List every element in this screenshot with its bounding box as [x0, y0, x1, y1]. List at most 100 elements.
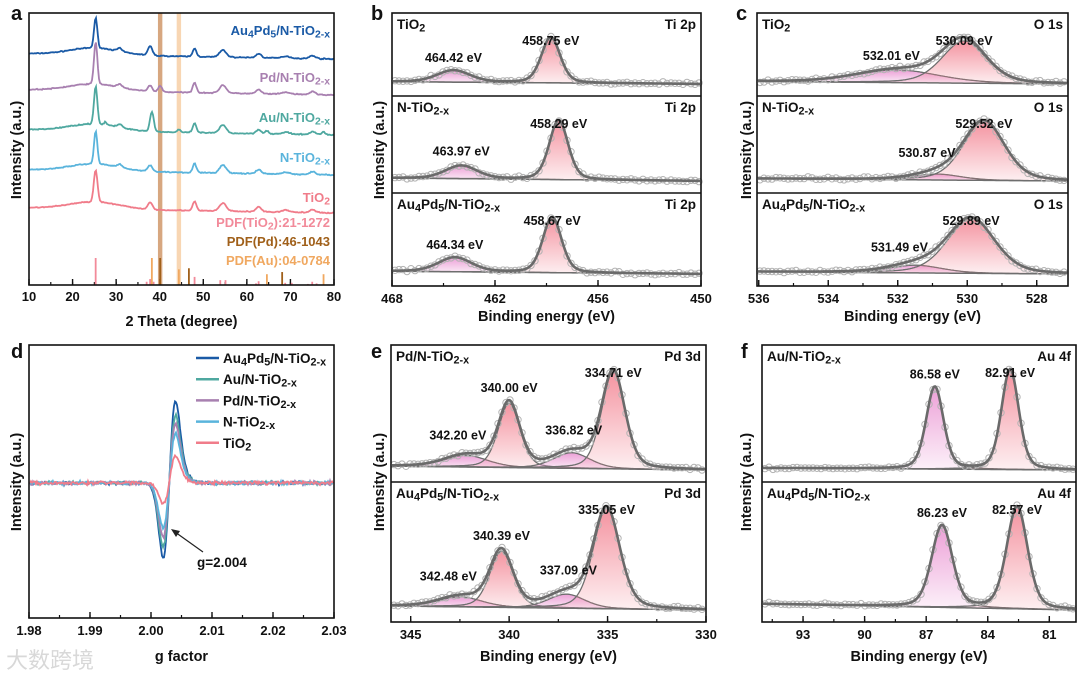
data-point: [988, 121, 996, 130]
panel-letter: a: [11, 3, 23, 25]
panel-d: 1.98 1.99 2.00 2.01 2.02 2.03 g factor Intensit…: [9, 341, 347, 665]
data-point: [968, 36, 976, 44]
x-tick-label: 90: [857, 627, 871, 642]
sample-label: Au4Pd5/N-TiO2-x: [767, 486, 870, 504]
data-point: [944, 231, 952, 240]
data-point: [527, 71, 535, 80]
label-backing: [759, 195, 871, 213]
component-fill: [393, 37, 700, 84]
reference-label: PDF(Au):04-0784: [226, 253, 331, 268]
data-point: [860, 173, 868, 181]
sample-label: Au4Pd5/N-TiO2-x: [762, 197, 865, 215]
label-backing: [660, 484, 704, 502]
fit-envelope: [763, 367, 1075, 471]
component-fill: [392, 371, 705, 470]
xrd-series-line: [28, 128, 335, 177]
orbital-label: Au 4f: [1037, 486, 1071, 501]
data-point: [989, 592, 997, 600]
data-point: [634, 594, 642, 603]
data-point: [936, 241, 944, 249]
data-point: [631, 271, 639, 279]
x-tick-label: 530: [956, 291, 978, 306]
label-backing: [393, 347, 505, 365]
legend-label: Au4Pd5/N-TiO2-x: [223, 351, 326, 369]
plot-frame: [391, 12, 702, 287]
fit-envelope: [758, 35, 1067, 85]
label-backing: [1022, 195, 1066, 213]
subpanel-corner-labels: Au4Pd5/N-TiO2-x O 1s: [759, 195, 1066, 215]
data-point: [924, 57, 932, 65]
legend-label: N-TiO2-x: [223, 415, 275, 433]
component-fill: [763, 506, 1075, 610]
data-point: [518, 586, 526, 595]
panel-f: 93 90 87 84 81 Binding energy (eV) Intensity (…: [739, 341, 1077, 665]
peak-label: 335.05 eV: [578, 503, 636, 517]
data-point: [996, 132, 1004, 141]
data-point: [1004, 252, 1012, 260]
panel-letter: e: [371, 341, 382, 363]
annotation-arrow: [174, 531, 204, 553]
label-backing: [1022, 15, 1066, 33]
subpanel-corner-labels: TiO2 O 1s: [759, 15, 1066, 35]
subpanel-b-0: TiO2 Ti 2p 464.42 eV 458.75 eV: [391, 15, 703, 89]
x-tick-label: 462: [484, 291, 506, 306]
series-label: Pd/N-TiO2-x: [260, 70, 331, 88]
data-point: [928, 55, 936, 63]
plot-frame: [28, 12, 335, 286]
x-tick-label: 532: [887, 291, 909, 306]
data-point: [478, 581, 486, 590]
sample-label: N-TiO2-x: [397, 100, 449, 118]
data-point: [857, 599, 865, 608]
component-fill: [758, 69, 1067, 84]
orbital-label: O 1s: [1034, 100, 1063, 115]
data-point: [804, 173, 812, 181]
component-fill: [393, 257, 700, 274]
label-backing: [394, 15, 506, 33]
data-point: [531, 65, 539, 74]
x-tick-label: 2.01: [199, 623, 224, 638]
data-point: [571, 160, 579, 169]
data-point: [913, 595, 921, 603]
reference-label: PDF(TiO2):21-1272: [216, 215, 330, 233]
subpanel-corner-labels: Au4Pd5/N-TiO2-x Ti 2p: [394, 195, 699, 215]
component-fill: [758, 218, 1067, 274]
data-point: [486, 441, 494, 449]
data-point: [659, 78, 667, 86]
x-tick-label: 87: [919, 627, 933, 642]
label-backing: [1030, 347, 1074, 365]
peak-label: 463.97 eV: [433, 144, 491, 158]
panel-c: 536 534 532 530 528 Binding energy (eV) Intens…: [736, 3, 1069, 325]
orbital-label: O 1s: [1034, 197, 1063, 212]
x-tick-label: 330: [695, 627, 717, 642]
peak-label: 529.52 eV: [955, 117, 1013, 131]
subpanel-corner-labels: Au4Pd5/N-TiO2-x Pd 3d: [393, 484, 704, 504]
label-backing: [759, 98, 871, 116]
fit-envelope: [392, 504, 705, 611]
component-fill: [393, 120, 700, 181]
peak-label: 334.71 eV: [585, 366, 643, 380]
subpanel-e-1: Au4Pd5/N-TiO2-x Pd 3d 342.48 eV 340.39 eV 33…: [390, 481, 706, 613]
highlight-band: [157, 13, 163, 285]
subpanel-e-0: Pd/N-TiO2-x Pd 3d 342.20 eV 340.00 eV 336.82…: [390, 347, 706, 474]
label-backing: [764, 347, 876, 365]
peak-label: 82.57 eV: [992, 503, 1043, 517]
component-fill: [393, 217, 700, 274]
data-point: [972, 119, 980, 128]
subpanel-corner-labels: Pd/N-TiO2-x Pd 3d: [393, 347, 704, 367]
x-tick-label: 84: [981, 627, 996, 642]
peak-label: 340.39 eV: [473, 529, 531, 543]
peak-label: 458.67 eV: [524, 214, 582, 228]
label-backing: [394, 195, 506, 213]
g-value-annotation: g=2.004: [197, 555, 247, 570]
data-point: [1012, 259, 1020, 267]
series-label: N-TiO2-x: [280, 150, 330, 168]
data-point: [530, 452, 538, 461]
data-point: [482, 446, 490, 455]
component-fill: [758, 121, 1067, 181]
series-label: Au/N-TiO2-x: [259, 110, 330, 128]
series-label: Au4Pd5/N-TiO2-x: [231, 23, 331, 41]
orbital-label: Pd 3d: [664, 486, 701, 501]
panel-letter: b: [371, 3, 383, 25]
x-tick-label: 40: [152, 289, 166, 304]
